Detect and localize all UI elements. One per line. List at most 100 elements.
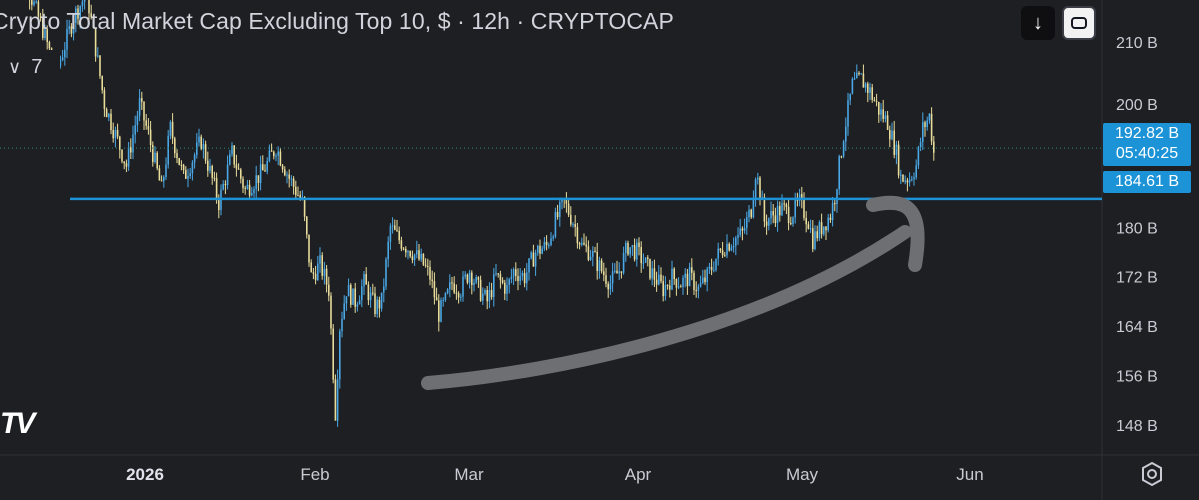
candle-body bbox=[143, 101, 145, 121]
tradingview-logo[interactable]: TV bbox=[0, 407, 35, 440]
candle-body bbox=[666, 285, 669, 287]
candle-body bbox=[391, 225, 394, 227]
candle-body bbox=[873, 99, 876, 101]
candle-body bbox=[596, 251, 598, 272]
candle-body bbox=[449, 282, 451, 290]
candle-body bbox=[262, 164, 264, 171]
candle-body bbox=[31, 0, 33, 5]
chart-title: Crypto Total Market Cap Excluding Top 10… bbox=[0, 8, 674, 34]
candle-body bbox=[237, 168, 240, 170]
candle-body bbox=[112, 130, 114, 139]
candle-body bbox=[136, 115, 139, 126]
candle-body bbox=[820, 222, 823, 235]
candle-body bbox=[829, 217, 832, 220]
indicators-collapse[interactable]: ∨ 7 bbox=[0, 50, 60, 84]
candle-body bbox=[647, 257, 649, 259]
candle-body bbox=[187, 176, 189, 179]
candle-body bbox=[770, 211, 772, 219]
candle-body bbox=[680, 286, 682, 288]
candle-body bbox=[875, 100, 878, 102]
candle-body bbox=[259, 164, 262, 183]
candle-body bbox=[198, 136, 200, 143]
current-price-tag: 192.82 B 05:40:25 bbox=[1103, 123, 1191, 166]
gear-icon[interactable] bbox=[1139, 461, 1165, 487]
candle-body bbox=[686, 273, 689, 287]
candle-body bbox=[299, 195, 301, 199]
candle-body bbox=[361, 286, 363, 301]
candle-body bbox=[468, 272, 471, 283]
candle-body bbox=[396, 229, 398, 231]
candle-body bbox=[763, 197, 766, 222]
candle-body bbox=[180, 164, 183, 166]
candle-body bbox=[607, 283, 609, 290]
candle-body bbox=[664, 285, 667, 297]
candle-body bbox=[867, 83, 869, 93]
candle-body bbox=[798, 194, 801, 201]
candle-body bbox=[204, 144, 207, 161]
down-arrow-icon: ↓ bbox=[1033, 11, 1043, 34]
candle-body bbox=[576, 227, 579, 244]
candle-body bbox=[185, 169, 187, 179]
candle-body bbox=[924, 122, 926, 128]
candle-body bbox=[385, 259, 387, 287]
candle-body bbox=[490, 290, 493, 298]
candle-body bbox=[719, 248, 722, 251]
candle-body bbox=[631, 245, 634, 248]
candle-body bbox=[735, 237, 737, 246]
candle-body bbox=[572, 224, 574, 226]
candle-body bbox=[669, 285, 671, 290]
candle-body bbox=[363, 274, 365, 287]
fullscreen-button[interactable] bbox=[1062, 6, 1096, 40]
candle-body bbox=[497, 273, 499, 275]
candle-body bbox=[706, 268, 708, 283]
candle-body bbox=[312, 272, 315, 274]
candle-body bbox=[825, 226, 827, 231]
candle-body bbox=[409, 251, 411, 257]
candle-body bbox=[622, 252, 625, 273]
candle-body bbox=[317, 263, 319, 281]
candle-body bbox=[807, 224, 810, 229]
candle-body bbox=[748, 209, 750, 218]
candle-body bbox=[545, 241, 548, 245]
chevron-down-icon[interactable]: ∨ bbox=[8, 56, 22, 77]
candle-body bbox=[869, 87, 871, 93]
candle-body bbox=[253, 189, 255, 194]
candle-body bbox=[240, 169, 242, 179]
candle-body bbox=[629, 247, 631, 255]
candle-body bbox=[889, 129, 891, 140]
candle-body bbox=[552, 236, 554, 239]
candle-body bbox=[160, 180, 163, 182]
candle-body bbox=[794, 199, 796, 218]
candle-body bbox=[191, 162, 194, 174]
candle-body bbox=[75, 8, 77, 23]
candle-body bbox=[510, 276, 513, 280]
candle-body bbox=[504, 282, 506, 294]
candle-body bbox=[354, 288, 356, 307]
candle-body bbox=[781, 203, 783, 216]
candle-body bbox=[431, 279, 433, 282]
candle-body bbox=[842, 141, 845, 157]
level-price: 184.61 B bbox=[1114, 173, 1180, 190]
candle-body bbox=[402, 248, 405, 250]
y-tick-label: 200 B bbox=[1116, 97, 1158, 114]
candle-body bbox=[721, 250, 724, 256]
candle-body bbox=[398, 230, 400, 241]
download-button[interactable]: ↓ bbox=[1021, 6, 1055, 40]
candle-body bbox=[515, 269, 517, 276]
candle-body bbox=[684, 273, 686, 278]
candle-body bbox=[471, 272, 473, 286]
candle-body bbox=[358, 300, 361, 305]
candle-body bbox=[486, 290, 488, 302]
candle-body bbox=[860, 73, 862, 75]
candle-body bbox=[620, 271, 623, 273]
candle-body bbox=[453, 283, 455, 293]
candle-body bbox=[123, 161, 125, 164]
candle-body bbox=[677, 286, 680, 288]
drawn-arrow-head bbox=[866, 195, 925, 272]
candle-body bbox=[915, 165, 917, 178]
candle-body bbox=[281, 165, 284, 170]
candle-body bbox=[105, 109, 108, 118]
candle-body bbox=[339, 331, 341, 380]
candle-body bbox=[341, 318, 343, 332]
